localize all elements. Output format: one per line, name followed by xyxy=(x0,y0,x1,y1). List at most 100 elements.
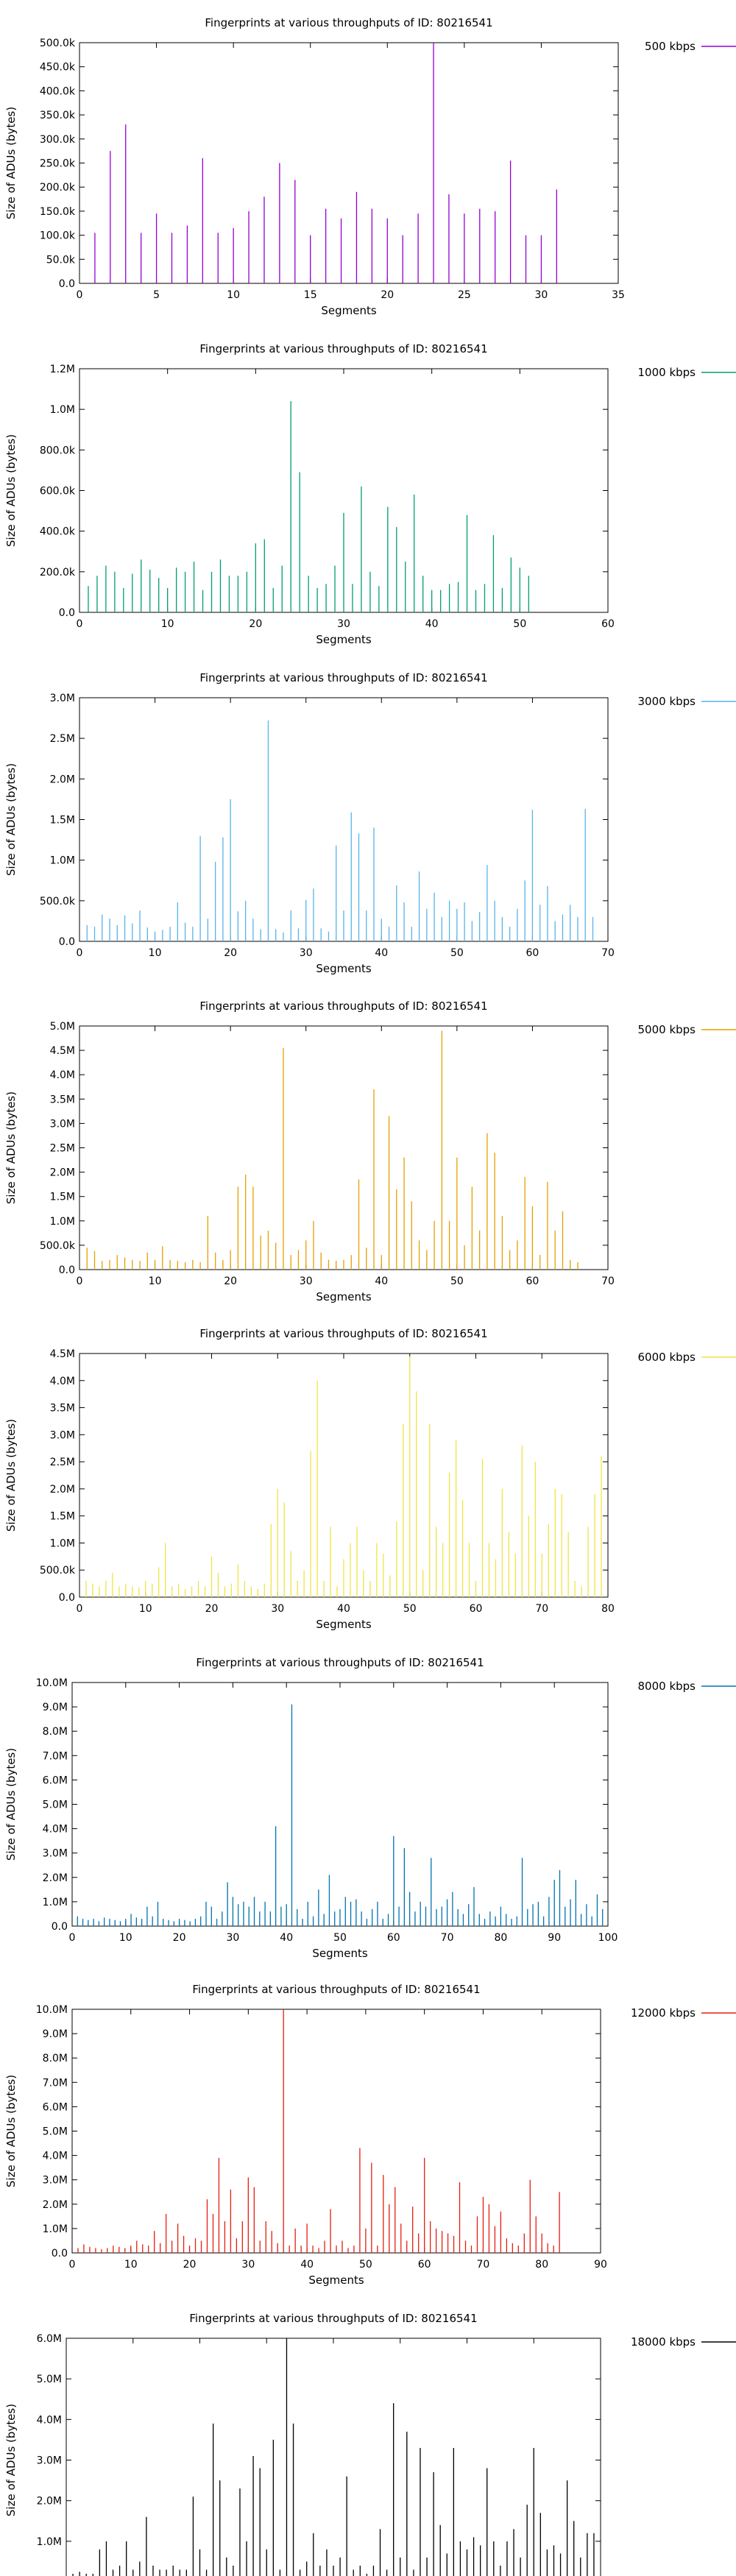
x-tick-label: 20 xyxy=(205,1603,219,1615)
x-tick-label: 40 xyxy=(300,2259,314,2271)
y-tick-label: 4.0M xyxy=(50,1376,75,1387)
x-tick-label: 60 xyxy=(526,1275,539,1287)
y-tick-label: 0.0 xyxy=(59,936,75,948)
x-tick-label: 0 xyxy=(69,1932,76,1944)
x-axis-label: Segments xyxy=(316,1290,372,1303)
x-axis-label: Segments xyxy=(316,1618,372,1631)
x-tick-label: 10 xyxy=(227,289,240,301)
y-tick-label: 500.0k xyxy=(40,1240,76,1252)
y-tick-label: 5.0M xyxy=(37,2374,62,2385)
y-tick-label: 350.0k xyxy=(40,110,76,121)
y-tick-label: 1.0M xyxy=(43,2223,68,2235)
x-tick-label: 80 xyxy=(535,2259,548,2271)
series-bars xyxy=(77,1704,604,1926)
legend-label: 12000 kbps xyxy=(631,2006,696,2020)
x-tick-label: 15 xyxy=(304,289,317,301)
x-tick-label: 70 xyxy=(601,1275,615,1287)
x-tick-label: 40 xyxy=(337,1603,350,1615)
y-tick-label: 3.5M xyxy=(50,1094,75,1105)
y-tick-label: 1.0M xyxy=(50,855,75,867)
x-tick-label: 30 xyxy=(271,1603,284,1615)
x-axis-label: Segments xyxy=(321,304,377,317)
x-tick-label: 80 xyxy=(494,1932,507,1944)
y-axis-label: Size of ADUs (bytes) xyxy=(4,1091,18,1204)
y-tick-label: 4.0M xyxy=(43,2151,68,2162)
x-tick-label: 10 xyxy=(124,2259,138,2271)
y-tick-label: 450.0k xyxy=(40,62,76,74)
y-tick-label: 0.0 xyxy=(59,1264,75,1276)
y-tick-label: 200.0k xyxy=(40,567,76,578)
y-axis-label: Size of ADUs (bytes) xyxy=(4,434,18,547)
y-tick-label: 4.5M xyxy=(50,1045,75,1057)
x-tick-label: 0 xyxy=(77,1603,83,1615)
y-tick-label: 9.0M xyxy=(43,1702,68,1713)
x-tick-label: 30 xyxy=(241,2259,255,2271)
y-tick-label: 1.0M xyxy=(50,404,75,416)
x-tick-label: 10 xyxy=(161,618,174,630)
x-tick-label: 50 xyxy=(450,1275,464,1287)
x-tick-label: 20 xyxy=(224,947,237,959)
x-axis-label: Segments xyxy=(316,633,372,646)
y-tick-label: 400.0k xyxy=(40,85,76,97)
y-tick-label: 1.2M xyxy=(50,364,75,375)
y-tick-label: 250.0k xyxy=(40,158,76,170)
series-bars xyxy=(94,43,557,283)
x-tick-label: 10 xyxy=(149,947,162,959)
y-tick-label: 6.0M xyxy=(37,2333,62,2345)
y-tick-label: 500.0k xyxy=(40,38,76,49)
x-tick-label: 30 xyxy=(535,289,548,301)
legend-label: 8000 kbps xyxy=(638,1680,696,1693)
plot-frame xyxy=(79,42,619,284)
x-tick-label: 0 xyxy=(77,289,83,301)
x-tick-label: 0 xyxy=(77,618,83,630)
x-tick-label: 60 xyxy=(601,618,615,630)
series-bars xyxy=(86,720,594,941)
y-tick-label: 2.0M xyxy=(50,1167,75,1179)
chart-title: Fingerprints at various throughputs of I… xyxy=(199,671,487,684)
series-bars xyxy=(88,401,529,612)
y-tick-label: 3.0M xyxy=(43,1848,68,1860)
chart-panel-8: Fingerprints at various throughputs of I… xyxy=(4,2312,736,2576)
x-tick-label: 60 xyxy=(418,2259,431,2271)
y-tick-label: 1.5M xyxy=(50,815,75,827)
y-tick-label: 3.0M xyxy=(50,1429,75,1441)
y-tick-label: 2.0M xyxy=(43,2199,68,2211)
x-axis-label: Segments xyxy=(308,2274,364,2287)
y-tick-label: 500.0k xyxy=(40,1565,76,1577)
y-tick-label: 0.0 xyxy=(59,1592,75,1604)
y-tick-label: 1.5M xyxy=(50,1511,75,1523)
y-tick-label: 5.0M xyxy=(43,1800,68,1811)
x-tick-label: 20 xyxy=(381,289,394,301)
y-tick-label: 8.0M xyxy=(43,1726,68,1738)
chart-panel-1: Fingerprints at various throughputs of I… xyxy=(4,16,736,317)
y-axis-label: Size of ADUs (bytes) xyxy=(4,107,18,219)
x-tick-label: 30 xyxy=(226,1932,239,1944)
y-tick-label: 2.0M xyxy=(50,1484,75,1496)
x-tick-label: 60 xyxy=(470,1603,483,1615)
x-tick-label: 60 xyxy=(526,947,539,959)
x-tick-label: 0 xyxy=(77,947,83,959)
y-tick-label: 1.0M xyxy=(50,1216,75,1228)
x-tick-label: 40 xyxy=(280,1932,293,1944)
x-tick-label: 70 xyxy=(601,947,615,959)
chart-title: Fingerprints at various throughputs of I… xyxy=(199,1327,487,1340)
y-tick-label: 2.0M xyxy=(37,2496,62,2508)
chart-title: Fingerprints at various throughputs of I… xyxy=(199,342,487,355)
x-tick-label: 25 xyxy=(458,289,471,301)
y-tick-label: 2.0M xyxy=(50,774,75,785)
x-axis-label: Segments xyxy=(316,962,372,975)
x-tick-label: 70 xyxy=(535,1603,548,1615)
x-tick-label: 100 xyxy=(598,1932,618,1944)
y-axis-label: Size of ADUs (bytes) xyxy=(4,763,18,876)
x-tick-label: 50 xyxy=(403,1603,417,1615)
x-tick-label: 30 xyxy=(300,947,313,959)
plot-frame xyxy=(71,2009,601,2254)
y-tick-label: 10.0M xyxy=(36,2004,68,2016)
y-tick-label: 3.0M xyxy=(50,1118,75,1130)
x-tick-label: 40 xyxy=(425,618,439,630)
x-axis-label: Segments xyxy=(312,1947,368,1960)
x-tick-label: 90 xyxy=(594,2259,607,2271)
chart-panel-6: Fingerprints at various throughputs of I… xyxy=(4,1656,736,1960)
y-tick-label: 0.0 xyxy=(52,1921,68,1933)
y-tick-label: 0.0 xyxy=(52,2248,68,2260)
